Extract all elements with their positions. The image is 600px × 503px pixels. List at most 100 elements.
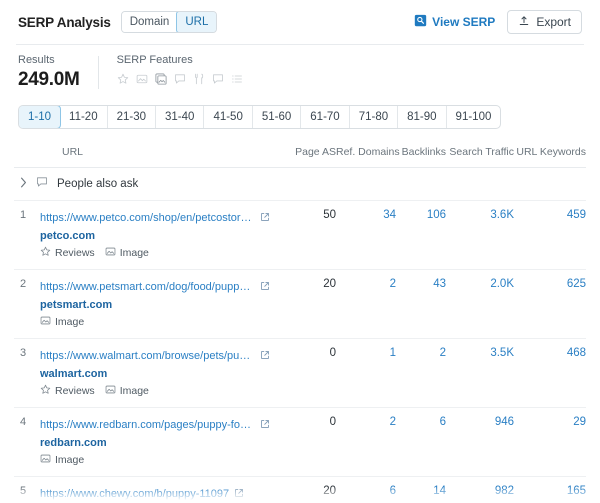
result-url-link[interactable]: https://www.chewy.com/b/puppy-11097 (40, 488, 230, 500)
reviews-star-icon[interactable] (117, 72, 129, 90)
cell-url-keywords[interactable]: 625 (514, 269, 586, 339)
pagination[interactable]: 1-10 11-20 21-30 31-40 41-50 51-60 61-70… (18, 105, 502, 129)
url-line: https://www.chewy.com/b/puppy-11097 (40, 485, 284, 503)
export-button[interactable]: Export (507, 10, 582, 34)
result-url-link[interactable]: https://www.walmart.com/browse/pets/pupp… (40, 350, 255, 362)
cell-url-keywords[interactable]: 29 (514, 407, 586, 477)
toggle-option-domain[interactable]: Domain (121, 12, 178, 32)
table-row[interactable]: 5 https://www.chewy.com/b/puppy-11097 ch… (14, 476, 586, 503)
external-link-icon[interactable] (260, 209, 270, 227)
cell-search-traffic[interactable]: 3.5K (446, 338, 514, 408)
row-url-cell: https://www.petco.com/shop/en/petcostore… (36, 200, 284, 270)
table-row[interactable]: 2 https://www.petsmart.com/dog/food/pupp… (14, 269, 586, 339)
header-divider (16, 44, 584, 45)
page-1-10[interactable]: 1-10 (19, 106, 62, 128)
people-also-ask-row[interactable]: People also ask (14, 167, 586, 201)
col-search-traffic[interactable]: Search Traffic (446, 139, 514, 168)
page-41-50[interactable]: 41-50 (204, 106, 253, 128)
row-url-cell: https://www.petsmart.com/dog/food/puppy-… (36, 269, 284, 339)
page-81-90[interactable]: 81-90 (398, 106, 447, 128)
result-url-link[interactable]: https://www.petco.com/shop/en/petcostore… (40, 212, 255, 224)
row-feature-tags: Image (40, 453, 284, 467)
page-51-60[interactable]: 51-60 (253, 106, 302, 128)
cell-url-keywords[interactable]: 459 (514, 200, 586, 270)
stats-bar: Results 249.0M SERP Features (14, 45, 586, 99)
table-body: People also ask 1 https://www.petco.com/… (14, 167, 586, 503)
cell-url-keywords[interactable]: 468 (514, 338, 586, 408)
cell-backlinks[interactable]: 43 (396, 269, 446, 339)
external-link-icon[interactable] (260, 278, 270, 296)
page-21-30[interactable]: 21-30 (108, 106, 157, 128)
feature-tag-label: Image (119, 247, 149, 259)
toggle-option-url[interactable]: URL (176, 12, 217, 32)
cell-backlinks[interactable]: 106 (396, 200, 446, 270)
image-pack-icon[interactable] (155, 72, 167, 90)
page-71-80[interactable]: 71-80 (350, 106, 399, 128)
cell-search-traffic[interactable]: 982 (446, 476, 514, 503)
table-row[interactable]: 4 https://www.redbarn.com/pages/puppy-fo… (14, 407, 586, 477)
feature-tag-label: Image (55, 316, 85, 328)
result-url-link[interactable]: https://www.petsmart.com/dog/food/puppy-… (40, 281, 255, 293)
col-page-as[interactable]: Page AS (284, 139, 336, 168)
image-icon[interactable] (136, 72, 148, 90)
cell-page-as: 0 (284, 407, 336, 477)
cell-ref-domains[interactable]: 2 (336, 269, 396, 339)
row-feature-tags: Reviews Image (40, 384, 284, 398)
col-backlinks[interactable]: Backlinks (396, 139, 446, 168)
result-domain-link[interactable]: petco.com (40, 230, 96, 242)
feature-tag-image[interactable]: Image (40, 453, 84, 467)
paa-cell-wrap: People also ask (14, 167, 586, 201)
people-also-ask-icon[interactable] (174, 72, 186, 90)
cell-ref-domains[interactable]: 2 (336, 407, 396, 477)
cell-backlinks[interactable]: 2 (396, 338, 446, 408)
serp-results-table: URL Page AS Ref. Domains Backlinks Searc… (14, 139, 586, 503)
feature-tag-reviews[interactable]: Reviews (40, 246, 95, 260)
cell-url-keywords[interactable]: 165 (514, 476, 586, 503)
cell-search-traffic[interactable]: 2.0K (446, 269, 514, 339)
sitelinks-list-icon[interactable] (231, 72, 243, 90)
result-domain-link[interactable]: petsmart.com (40, 299, 113, 311)
page-31-40[interactable]: 31-40 (156, 106, 205, 128)
cell-search-traffic[interactable]: 946 (446, 407, 514, 477)
view-serp-icon (414, 14, 427, 30)
cell-ref-domains[interactable]: 34 (336, 200, 396, 270)
domain-url-toggle[interactable]: Domain URL (120, 11, 218, 33)
page-11-20[interactable]: 11-20 (60, 106, 108, 128)
cell-backlinks[interactable]: 6 (396, 407, 446, 477)
url-line: https://www.walmart.com/browse/pets/pupp… (40, 347, 284, 365)
col-ref-domains[interactable]: Ref. Domains (336, 139, 400, 168)
table-row[interactable]: 1 https://www.petco.com/shop/en/petcosto… (14, 200, 586, 270)
serp-features-block: SERP Features (99, 54, 243, 90)
cell-backlinks[interactable]: 14 (396, 476, 446, 503)
page-91-100[interactable]: 91-100 (455, 111, 492, 123)
result-domain-link[interactable]: walmart.com (40, 368, 108, 380)
external-link-icon[interactable] (260, 347, 270, 365)
result-url-link[interactable]: https://www.redbarn.com/pages/puppy-food… (40, 419, 255, 431)
cell-ref-domains[interactable]: 1 (336, 338, 396, 408)
col-url[interactable]: URL (36, 139, 284, 168)
feature-tag-reviews[interactable]: Reviews (40, 384, 95, 398)
feature-tag-image[interactable]: Image (105, 384, 149, 398)
cell-ref-domains[interactable]: 6 (336, 476, 396, 503)
chevron-right-icon[interactable] (20, 177, 27, 191)
external-link-icon[interactable] (260, 416, 270, 434)
image-icon (105, 246, 116, 260)
feature-tag-image[interactable]: Image (105, 246, 149, 260)
view-serp-label: View SERP (432, 15, 496, 29)
paa-cell: People also ask (14, 175, 586, 193)
feature-tag-image[interactable]: Image (40, 315, 84, 329)
results-block: Results 249.0M (18, 54, 98, 91)
external-link-icon[interactable] (234, 485, 244, 503)
view-serp-button[interactable]: View SERP (414, 14, 495, 30)
image-icon (40, 315, 51, 329)
recipes-icon[interactable] (193, 72, 205, 90)
featured-snippet-icon[interactable] (212, 72, 224, 90)
page-61-70[interactable]: 61-70 (301, 106, 350, 128)
row-feature-tags: Image (40, 315, 284, 329)
result-domain-link[interactable]: redbarn.com (40, 437, 107, 449)
upload-icon (518, 15, 530, 30)
col-url-keywords[interactable]: URL Keywords (514, 139, 586, 168)
table-row[interactable]: 3 https://www.walmart.com/browse/pets/pu… (14, 338, 586, 408)
cell-search-traffic[interactable]: 3.6K (446, 200, 514, 270)
